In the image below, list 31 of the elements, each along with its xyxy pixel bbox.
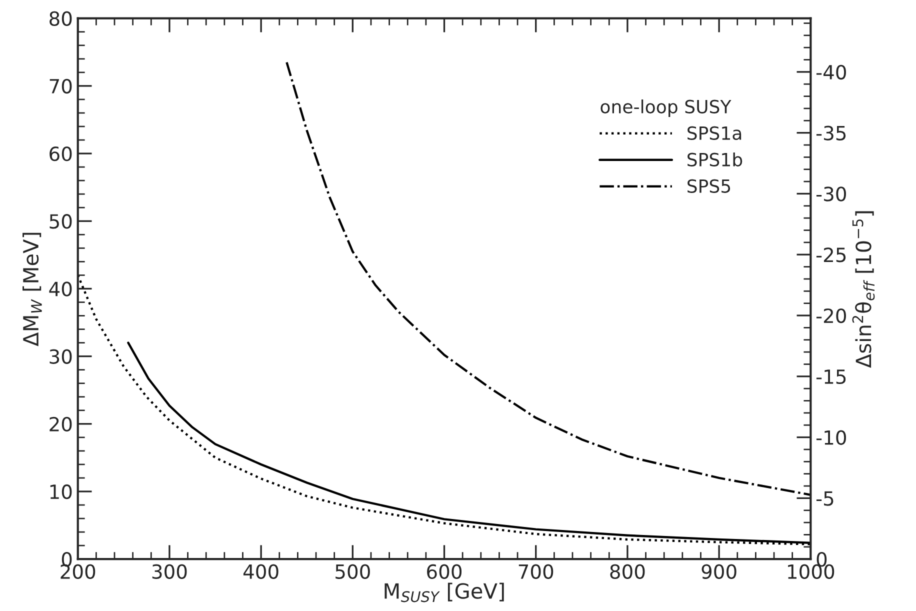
legend-label: SPS1b xyxy=(688,152,742,166)
y2-tick-label: -10 xyxy=(816,430,846,445)
x-tick-label: 700 xyxy=(518,564,554,579)
y2-axis-title: Δsin$^{2}$θ$_{eff}$ [10$^{−5}$] xyxy=(852,211,875,368)
y2-tick-label: -40 xyxy=(816,64,846,80)
legend-label: SPS5 xyxy=(688,179,730,193)
line-series xyxy=(286,61,811,496)
y-tick-label: 30 xyxy=(50,349,72,364)
x-tick-label: 600 xyxy=(427,564,462,579)
y2-tick-label: -15 xyxy=(816,370,846,384)
x-axis-title: M$_{SUSY}$ [GeV] xyxy=(384,582,504,602)
y-axis-title: ΔM$_{W}$ [MeV] xyxy=(22,232,42,346)
x-tick-label: 800 xyxy=(610,564,645,579)
legend-title: one-loop SUSY xyxy=(600,99,732,117)
legend-label: SPS1a xyxy=(688,126,742,140)
y-tick-label: 20 xyxy=(50,416,72,432)
y2-tick-label: -35 xyxy=(816,126,846,140)
y2-tick-label: -25 xyxy=(816,248,846,262)
x-tick-label: 500 xyxy=(336,564,370,579)
x-tick-label: 400 xyxy=(243,564,278,579)
y-tick-label: 40 xyxy=(49,282,72,296)
y-tick-label: 50 xyxy=(50,214,72,229)
x-tick-label: 900 xyxy=(702,564,736,579)
y2-tick-label: -20 xyxy=(816,308,846,324)
y-tick-label: 80 xyxy=(50,11,72,26)
y-tick-label: 60 xyxy=(50,146,72,162)
y-tick-label: 10 xyxy=(50,484,72,500)
x-tick-label: 300 xyxy=(152,564,187,579)
y2-tick-label: -30 xyxy=(816,186,846,202)
y-tick-label: 70 xyxy=(50,78,72,94)
y2-tick-label: -5 xyxy=(816,491,834,506)
